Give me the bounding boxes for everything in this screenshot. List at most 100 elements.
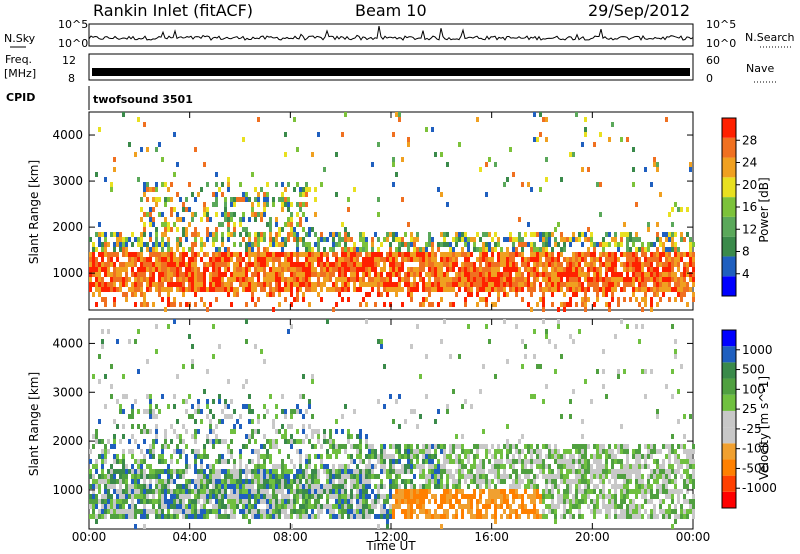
heatmap-cell bbox=[425, 272, 428, 277]
heatmap-cell bbox=[449, 444, 452, 449]
heatmap-cell bbox=[299, 187, 302, 192]
heatmap-cell bbox=[155, 509, 158, 514]
heatmap-cell bbox=[215, 202, 218, 207]
heatmap-cell bbox=[278, 232, 281, 237]
heatmap-cell bbox=[296, 212, 299, 217]
heatmap-cell bbox=[593, 484, 596, 489]
heatmap-cell bbox=[125, 262, 128, 267]
heatmap-cell bbox=[359, 479, 362, 484]
heatmap-cell bbox=[359, 444, 362, 449]
heatmap-cell bbox=[374, 262, 377, 267]
heatmap-cell bbox=[599, 262, 602, 267]
heatmap-cell bbox=[632, 267, 635, 272]
heatmap-cell bbox=[155, 262, 158, 267]
heatmap-cell bbox=[164, 242, 167, 247]
heatmap-cell bbox=[530, 267, 533, 272]
heatmap-cell bbox=[101, 262, 104, 267]
heatmap-cell bbox=[158, 489, 161, 494]
heatmap-cell bbox=[149, 252, 152, 257]
heatmap-cell bbox=[143, 489, 146, 494]
heatmap-cell bbox=[533, 232, 536, 237]
heatmap-cell bbox=[146, 394, 149, 399]
heatmap-cell bbox=[635, 324, 638, 329]
heatmap-cell bbox=[299, 394, 302, 399]
heatmap-cell bbox=[311, 227, 314, 232]
heatmap-cell bbox=[404, 454, 407, 459]
heatmap-cell bbox=[464, 242, 467, 247]
heatmap-cell bbox=[596, 267, 599, 272]
heatmap-cell bbox=[299, 459, 302, 464]
heatmap-cell bbox=[176, 499, 179, 504]
heatmap-cell bbox=[158, 479, 161, 484]
heatmap-cell bbox=[224, 197, 227, 202]
heatmap-cell bbox=[122, 494, 125, 499]
heatmap-cell bbox=[263, 494, 266, 499]
heatmap-cell bbox=[284, 277, 287, 282]
heatmap-cell bbox=[422, 287, 425, 292]
heatmap-cell bbox=[392, 454, 395, 459]
heatmap-cell bbox=[200, 297, 203, 302]
heatmap-cell bbox=[308, 484, 311, 489]
heatmap-cell bbox=[374, 252, 377, 257]
heatmap-cell bbox=[248, 434, 251, 439]
heatmap-cell bbox=[338, 242, 341, 247]
heatmap-cell bbox=[608, 302, 611, 307]
heatmap-cell bbox=[122, 112, 125, 117]
heatmap-cell bbox=[437, 302, 440, 307]
heatmap-cell bbox=[470, 464, 473, 469]
heatmap-cell bbox=[266, 409, 269, 414]
heatmap-cell bbox=[482, 257, 485, 262]
heatmap-cell bbox=[557, 474, 560, 479]
heatmap-cell bbox=[482, 267, 485, 272]
heatmap-cell bbox=[383, 484, 386, 489]
heatmap-cell bbox=[368, 469, 371, 474]
heatmap-cell bbox=[476, 499, 479, 504]
heatmap-cell bbox=[263, 499, 266, 504]
heatmap-cell bbox=[215, 287, 218, 292]
colorbar-segment bbox=[722, 216, 736, 237]
heatmap-cell bbox=[428, 514, 431, 519]
heatmap-cell bbox=[479, 277, 482, 282]
heatmap-cell bbox=[365, 319, 368, 324]
heatmap-cell bbox=[434, 419, 437, 424]
heatmap-cell bbox=[440, 504, 443, 509]
heatmap-cell bbox=[152, 509, 155, 514]
heatmap-cell bbox=[116, 509, 119, 514]
heatmap-cell bbox=[359, 302, 362, 307]
heatmap-cell bbox=[503, 464, 506, 469]
heatmap-cell bbox=[482, 232, 485, 237]
heatmap-cell bbox=[443, 514, 446, 519]
heatmap-cell bbox=[680, 464, 683, 469]
heatmap-cell bbox=[668, 232, 671, 237]
heatmap-cell bbox=[542, 469, 545, 474]
heatmap-cell bbox=[578, 469, 581, 474]
heatmap-cell bbox=[170, 247, 173, 252]
heatmap-cell bbox=[203, 242, 206, 247]
heatmap-cell bbox=[131, 489, 134, 494]
heatmap-cell bbox=[143, 242, 146, 247]
heatmap-cell bbox=[608, 137, 611, 142]
heatmap-cell bbox=[461, 267, 464, 272]
heatmap-cell bbox=[479, 237, 482, 242]
heatmap-cell bbox=[185, 227, 188, 232]
heatmap-cell bbox=[413, 282, 416, 287]
heatmap-cell bbox=[98, 474, 101, 479]
heatmap-cell bbox=[467, 267, 470, 272]
heatmap-cell bbox=[524, 474, 527, 479]
heatmap-cell bbox=[170, 252, 173, 257]
heatmap-cell bbox=[413, 287, 416, 292]
heatmap-cell bbox=[392, 464, 395, 469]
heatmap-cell bbox=[683, 469, 686, 474]
heatmap-cell bbox=[554, 484, 557, 489]
heatmap-cell bbox=[671, 287, 674, 292]
heatmap-cell bbox=[593, 489, 596, 494]
heatmap-cell bbox=[203, 267, 206, 272]
heatmap-cell bbox=[590, 277, 593, 282]
heatmap-cell bbox=[89, 504, 92, 509]
heatmap-cell bbox=[230, 217, 233, 222]
heatmap-cell bbox=[290, 267, 293, 272]
heatmap-cell bbox=[206, 212, 209, 217]
heatmap-cell bbox=[104, 499, 107, 504]
heatmap-cell bbox=[674, 449, 677, 454]
heatmap-cell bbox=[581, 302, 584, 307]
